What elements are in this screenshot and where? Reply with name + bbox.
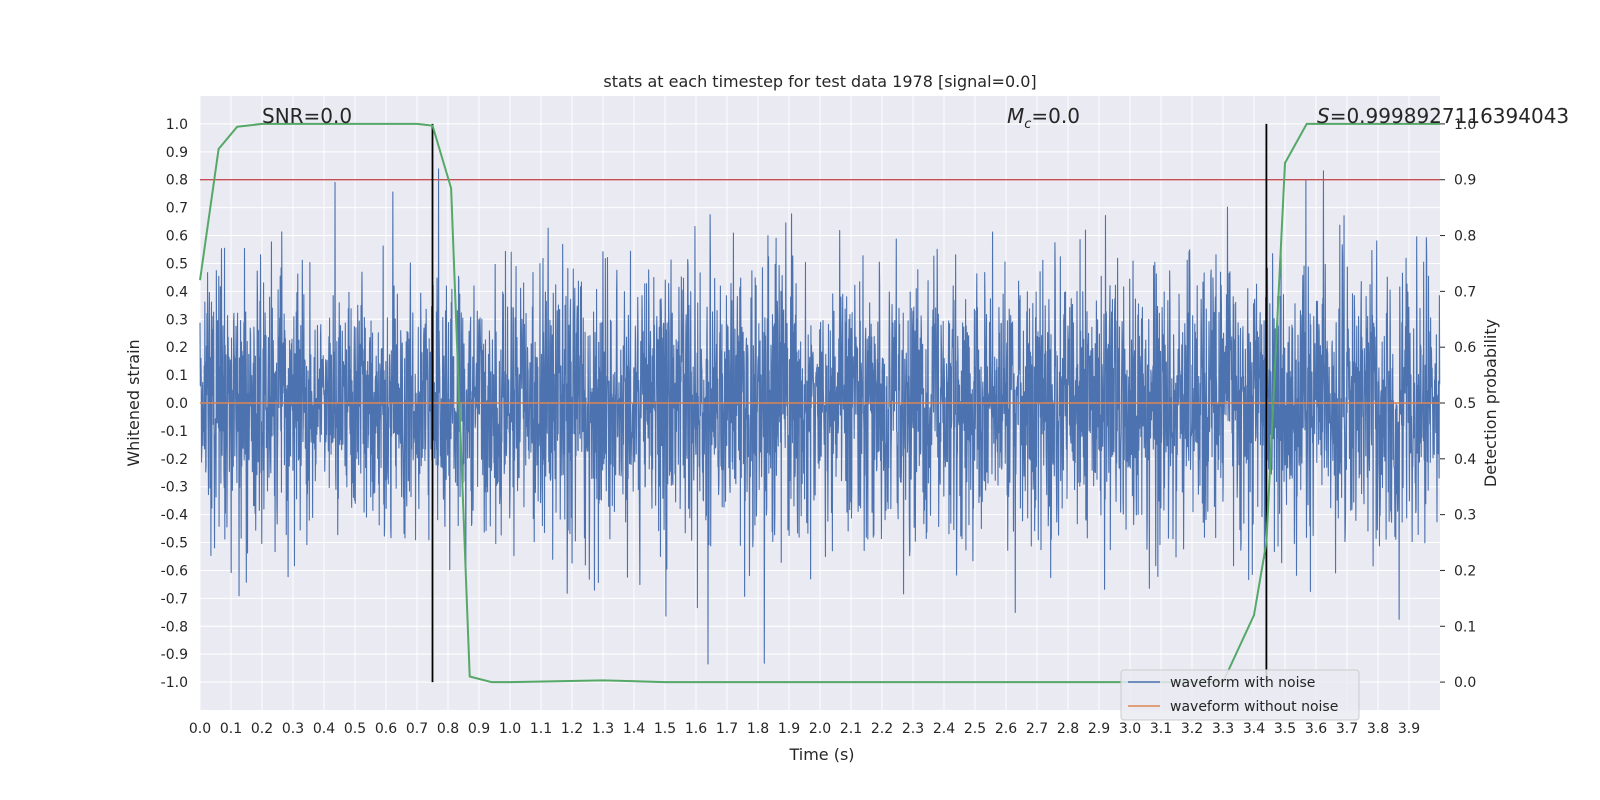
x-tick-label: 2.4	[933, 721, 955, 737]
chart-title: stats at each timestep for test data 197…	[603, 72, 1036, 91]
x-tick-label: 0.9	[468, 721, 490, 737]
x-tick-label: 3.3	[1212, 721, 1234, 737]
y-tick-label: 0.0	[166, 396, 188, 412]
x-tick-label: 3.8	[1367, 721, 1389, 737]
legend-label-clean: waveform without noise	[1170, 699, 1338, 715]
y-tick-label: -0.7	[161, 591, 188, 607]
x-tick-label: 1.4	[623, 721, 645, 737]
x-tick-label: 2.5	[964, 721, 986, 737]
lines-layer	[199, 122, 1440, 684]
x-tick-label: 3.1	[1150, 721, 1172, 737]
y-tick-label: 1.0	[166, 117, 188, 133]
x-tick-label: 2.3	[902, 721, 924, 737]
x-tick-label: 3.5	[1274, 721, 1296, 737]
x-axis-label: Time (s)	[788, 745, 854, 764]
y-tick-label: 0.6	[166, 229, 188, 245]
y-tick-label: 0.9	[166, 145, 188, 161]
y-tick-label: -0.5	[161, 536, 188, 552]
mc-subscript: c	[1024, 117, 1031, 132]
y2-tick-label: 1.0	[1454, 117, 1476, 133]
ticks-layer: 0.0 0.1 0.2 0.3 0.4 0.5 0.6 0.7 0.8 0.9 1.0 1.1 1.2 1…	[161, 117, 1477, 737]
x-tick-label: 3.9	[1398, 721, 1420, 737]
x-tick-label: 0.7	[406, 721, 428, 737]
y2-tick-label: 0.9	[1454, 173, 1476, 189]
x-tick-label: 1.6	[685, 721, 707, 737]
x-tick-label: 0.4	[313, 721, 335, 737]
y-tick-label: -0.3	[161, 480, 188, 496]
x-tick-label: 2.9	[1088, 721, 1110, 737]
x-tick-label: 1.5	[654, 721, 676, 737]
y-axis-label: Whitened strain	[124, 339, 143, 466]
x-tick-label: 2.0	[809, 721, 831, 737]
x-tick-label: 0.8	[437, 721, 459, 737]
y-tick-label: 0.8	[166, 173, 188, 189]
x-tick-label: 1.8	[747, 721, 769, 737]
y2-tick-label: 0.4	[1454, 452, 1476, 468]
y-tick-label: -0.8	[161, 619, 188, 635]
chirp-mass-annotation: Mc=0.0	[1007, 104, 1080, 132]
x-tick-label: 1.3	[592, 721, 614, 737]
x-tick-label: 2.2	[871, 721, 893, 737]
y2-tick-label: 0.0	[1454, 675, 1476, 691]
x-tick-label: 2.8	[1057, 721, 1079, 737]
x-tick-label: 1.2	[561, 721, 583, 737]
x-tick-label: 0.3	[282, 721, 304, 737]
y2-tick-label: 0.5	[1454, 396, 1476, 412]
y2-tick-label: 0.2	[1454, 563, 1476, 579]
legend-label-noise: waveform with noise	[1170, 675, 1315, 691]
y-tick-label: 0.5	[166, 256, 188, 272]
x-tick-label: 1.7	[716, 721, 738, 737]
x-tick-label: 1.1	[530, 721, 552, 737]
x-tick-label: 2.1	[840, 721, 862, 737]
x-tick-label: 1.9	[778, 721, 800, 737]
score-annotation: S=0.9998927116394043	[1317, 104, 1569, 128]
y2-axis-label: Detection probability	[1481, 319, 1500, 487]
x-tick-label: 0.2	[251, 721, 273, 737]
s-symbol: S	[1317, 104, 1330, 128]
y-tick-label: -1.0	[161, 675, 188, 691]
snr-annotation: SNR=0.0	[262, 104, 352, 128]
y-tick-label: -0.9	[161, 647, 188, 663]
y-tick-label: -0.6	[161, 563, 188, 579]
legend: waveform with noise waveform without noi…	[1120, 669, 1360, 721]
y-tick-label: 0.4	[166, 284, 188, 300]
y-tick-label: -0.4	[161, 508, 188, 524]
x-tick-label: 1.0	[499, 721, 521, 737]
legend-box	[1120, 669, 1360, 721]
y2-tick-label: 0.6	[1454, 340, 1476, 356]
x-tick-label: 0.6	[375, 721, 397, 737]
noise-waveform-layer	[199, 168, 1441, 665]
y2-tick-label: 0.8	[1454, 229, 1476, 245]
x-tick-label: 0.5	[344, 721, 366, 737]
mc-value: =0.0	[1031, 104, 1080, 128]
y-tick-label: 0.2	[166, 340, 188, 356]
y-tick-label: 0.7	[166, 201, 188, 217]
y2-tick-label: 0.1	[1454, 619, 1476, 635]
detection-probability-line	[199, 122, 1440, 684]
x-tick-label: 2.7	[1026, 721, 1048, 737]
x-tick-label: 0.1	[220, 721, 242, 737]
waveform-with-noise-line	[199, 168, 1441, 665]
y2-tick-label: 0.7	[1454, 284, 1476, 300]
y-tick-label: -0.1	[161, 424, 188, 440]
x-tick-label: 2.6	[995, 721, 1017, 737]
y-tick-label: -0.2	[161, 452, 188, 468]
mc-symbol: M	[1007, 104, 1024, 128]
y-tick-label: 0.1	[166, 368, 188, 384]
x-tick-label: 3.0	[1119, 721, 1141, 737]
x-tick-label: 3.4	[1243, 721, 1265, 737]
x-tick-label: 3.7	[1336, 721, 1358, 737]
x-tick-label: 3.6	[1305, 721, 1327, 737]
s-value: =0.9998927116394043	[1330, 104, 1569, 128]
x-tick-label: 3.2	[1181, 721, 1203, 737]
y-tick-label: 0.3	[166, 312, 188, 328]
x-tick-label: 0.0	[189, 721, 211, 737]
y2-tick-label: 0.3	[1454, 508, 1476, 524]
